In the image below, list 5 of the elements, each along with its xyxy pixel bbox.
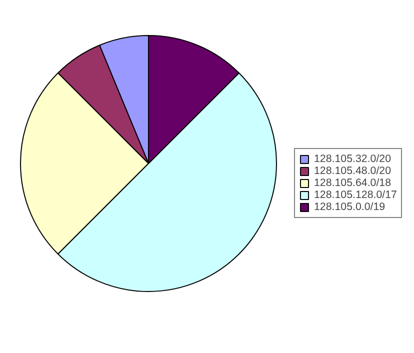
legend-label: 128.105.64.0/18	[314, 177, 392, 189]
legend-label: 128.105.32.0/20	[314, 153, 392, 165]
legend-label: 128.105.48.0/20	[314, 165, 392, 177]
legend-label: 128.105.0.0/19	[314, 201, 386, 213]
legend-label: 128.105.128.0/17	[314, 189, 397, 201]
